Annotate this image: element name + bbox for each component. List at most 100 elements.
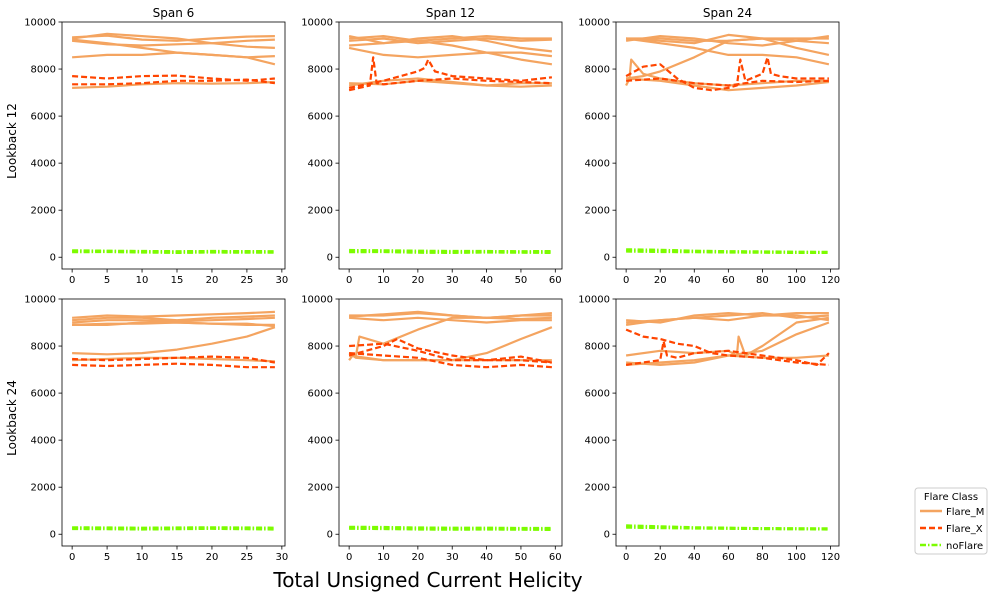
x-tick-label-r1c2-20: 20 — [654, 552, 667, 563]
legend-frame — [914, 487, 988, 555]
x-tick-label-r1c1-0: 0 — [346, 552, 352, 563]
series-line-noflare-r0c1-10 — [349, 248, 552, 254]
x-tick-label-r0c2-120: 120 — [821, 275, 840, 286]
y-tick-label-r0c1-0: 0 — [327, 253, 333, 264]
series-line-flare-m-r0c2-6 — [626, 77, 830, 92]
y-tick-label-r0c2-4000: 4000 — [585, 159, 610, 170]
y-tick-label-r1c0-2000: 2000 — [31, 483, 56, 494]
series-line-flare-x-r1c2-7 — [625, 340, 830, 366]
x-tick-label-r1c2-60: 60 — [722, 552, 735, 563]
y-tick-label-r1c2-10000: 10000 — [578, 295, 610, 306]
x-tick-label-r1c2-0: 0 — [623, 552, 629, 563]
y-tick-label-r1c0-4000: 4000 — [31, 436, 56, 447]
legend-title: Flare Class — [924, 492, 978, 503]
x-tick-label-r0c0-20: 20 — [206, 275, 219, 286]
panel-title-r0c1: Span 12 — [426, 6, 475, 20]
y-tick-label-r0c1-2000: 2000 — [308, 206, 333, 217]
x-tick-label-r0c1-60: 60 — [549, 275, 562, 286]
y-tick-label-r0c1-6000: 6000 — [308, 112, 333, 123]
x-tick-label-r1c1-50: 50 — [515, 552, 528, 563]
series-line-flare-x-r0c1-7 — [348, 56, 552, 92]
x-tick-label-r0c0-5: 5 — [104, 275, 110, 286]
series-line-flare-m-r1c2-5 — [626, 354, 829, 366]
x-tick-label-r1c1-40: 40 — [480, 552, 493, 563]
series-line-flare-x-r1c1-7 — [349, 342, 553, 364]
panel-title-r0c0: Span 6 — [153, 6, 195, 20]
series-group-r0c1 — [348, 34, 553, 254]
axes-frame-r0c0 — [61, 21, 286, 270]
y-tick-label-r1c2-6000: 6000 — [585, 389, 610, 400]
series-line-flare-x-r1c2-6 — [625, 328, 829, 366]
x-tick-label-r1c0-15: 15 — [171, 552, 184, 563]
axes-frame-r1c0 — [61, 298, 286, 547]
y-tick-label-r1c0-6000: 6000 — [31, 389, 56, 400]
series-line-flare-m-r1c0-2 — [72, 316, 275, 324]
series-line-flare-m-r0c2-2 — [626, 33, 830, 56]
series-line-flare-x-r0c0-6 — [72, 74, 275, 82]
series-line-flare-m-r1c1-3 — [348, 314, 552, 357]
series-line-flare-m-r1c0-0 — [72, 310, 275, 319]
y-tick-label-r0c0-2000: 2000 — [31, 206, 56, 217]
series-line-noflare-r0c2-10 — [626, 249, 829, 254]
series-group-r0c0 — [71, 32, 276, 254]
y-tick-label-r1c1-6000: 6000 — [308, 389, 333, 400]
y-tick-label-r1c1-8000: 8000 — [308, 342, 333, 353]
axes-frame-r1c2 — [615, 298, 840, 547]
x-tick-label-r0c1-50: 50 — [515, 275, 528, 286]
panel-r1c0: 0 2000 4000 6000 8000 10000 0 5 10 15 20 25 30 — [24, 295, 288, 564]
y-tick-label-r1c1-2000: 2000 — [308, 483, 333, 494]
y-tick-label-r0c2-10000: 10000 — [578, 18, 610, 29]
y-tick-label-r1c1-10000: 10000 — [301, 295, 333, 306]
legend: Flare Class Flare_M Flare_X noFlare — [914, 487, 988, 555]
legend-label-flare-m: Flare_M — [946, 507, 984, 518]
x-tick-label-r1c0-25: 25 — [241, 552, 254, 563]
y-tick-label-r0c0-10000: 10000 — [24, 18, 56, 29]
x-tick-label-r0c2-40: 40 — [688, 275, 701, 286]
y-tick-label-r1c2-2000: 2000 — [585, 483, 610, 494]
panel-r0c0: 0 2000 4000 6000 8000 10000 0 5 10 15 20 25 30 Span 6 — [24, 6, 288, 286]
x-tick-label-r1c1-10: 10 — [377, 552, 390, 563]
y-tick-label-r0c1-4000: 4000 — [308, 159, 333, 170]
series-line-flare-x-r1c1-8 — [349, 352, 552, 369]
y-tick-label-r0c2-2000: 2000 — [585, 206, 610, 217]
y-tick-label-r1c0-8000: 8000 — [31, 342, 56, 353]
x-tick-label-r0c0-25: 25 — [241, 275, 254, 286]
panel-r1c2: 0 2000 4000 6000 8000 10000 0 20 40 60 80 100 120 — [578, 295, 840, 564]
x-tick-label-r0c0-15: 15 — [171, 275, 184, 286]
panel-r1c1: 0 2000 4000 6000 8000 10000 0 10 20 30 40 50 60 — [301, 295, 563, 563]
x-tick-label-r1c2-80: 80 — [756, 552, 769, 563]
legend-label-flare-x: Flare_X — [946, 524, 983, 535]
series-line-flare-x-r1c0-7 — [72, 355, 276, 364]
panel-r0c1: 0 2000 4000 6000 8000 10000 0 10 20 30 40 50 60 Span … — [301, 6, 563, 286]
x-tick-label-r1c0-0: 0 — [69, 552, 75, 563]
x-tick-label-r1c1-60: 60 — [549, 552, 562, 563]
series-group-r1c0 — [72, 310, 276, 531]
x-tick-label-r0c0-0: 0 — [69, 275, 75, 286]
series-line-flare-m-r0c1-1 — [349, 37, 552, 45]
series-line-flare-m-r1c1-2 — [349, 316, 552, 324]
series-line-flare-x-r0c0-7 — [72, 78, 276, 86]
legend-label-noflare: noFlare — [946, 541, 983, 552]
series-line-flare-m-r1c0-5 — [72, 326, 276, 356]
x-tick-label-r0c2-60: 60 — [722, 275, 735, 286]
x-tick-label-r1c0-10: 10 — [136, 552, 149, 563]
x-tick-label-r1c0-30: 30 — [275, 552, 288, 563]
y-tick-label-r0c1-8000: 8000 — [308, 65, 333, 76]
y-tick-label-r0c2-8000: 8000 — [585, 65, 610, 76]
x-tick-label-r1c0-20: 20 — [206, 552, 219, 563]
y-tick-label-r1c1-4000: 4000 — [308, 436, 333, 447]
figure-x-axis-label: Total Unsigned Current Helicity — [272, 568, 582, 592]
y-tick-label-r0c0-6000: 6000 — [31, 112, 56, 123]
x-tick-label-r0c1-20: 20 — [411, 275, 424, 286]
x-tick-label-r0c1-40: 40 — [480, 275, 493, 286]
axes-frame-r0c2 — [615, 21, 840, 270]
series-line-flare-m-r0c0-4 — [71, 38, 275, 47]
series-line-flare-m-r1c2-3 — [625, 316, 830, 357]
series-line-flare-m-r0c0-1 — [71, 32, 275, 49]
y-tick-label-r1c2-4000: 4000 — [585, 436, 610, 447]
y-tick-label-r0c0-8000: 8000 — [31, 65, 56, 76]
series-line-flare-m-r1c1-1 — [349, 310, 552, 321]
y-tick-label-r1c2-0: 0 — [604, 530, 610, 541]
x-tick-label-r0c1-0: 0 — [346, 275, 352, 286]
